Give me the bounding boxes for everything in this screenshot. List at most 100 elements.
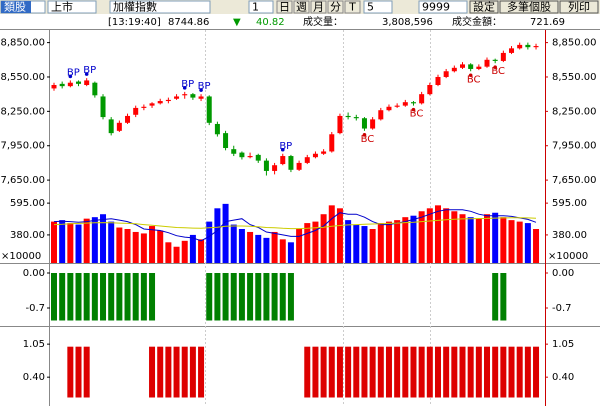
bar	[492, 346, 499, 398]
candle-body	[427, 85, 433, 95]
y-tick-label: 0.00	[23, 268, 45, 279]
bar	[83, 346, 90, 398]
bar	[91, 273, 98, 321]
signal-label: BC	[491, 66, 505, 77]
candle-body	[296, 162, 302, 170]
candle-body	[272, 165, 278, 171]
bar	[361, 346, 368, 398]
bar	[214, 208, 221, 263]
max-count: 9999	[422, 1, 450, 14]
period-count-input[interactable]	[248, 0, 274, 14]
candle-body	[435, 76, 441, 85]
bar	[328, 205, 335, 263]
y-tick-label: 8,850.00	[552, 38, 597, 49]
candle-body	[125, 115, 131, 123]
bar	[508, 220, 515, 263]
signal-dot	[493, 65, 497, 70]
bar	[247, 231, 254, 263]
bar	[508, 346, 515, 398]
period-label: 月	[313, 1, 324, 14]
period-button[interactable]	[344, 0, 361, 14]
bar	[279, 273, 286, 321]
period-button[interactable]	[327, 0, 344, 14]
bar	[516, 346, 523, 398]
bar	[132, 273, 139, 321]
bar	[287, 242, 294, 263]
y-tick-label: -0.7	[552, 303, 572, 314]
quote-amount-label: 成交金額：	[452, 15, 502, 28]
bar	[377, 223, 384, 263]
bar	[198, 239, 205, 263]
signal-label: BC	[410, 109, 424, 120]
bar	[484, 214, 491, 263]
toolbar-button[interactable]	[559, 0, 599, 14]
bar	[500, 346, 507, 398]
bar	[459, 214, 466, 263]
y-unit: ×10000	[548, 251, 588, 262]
signal-label: BP	[181, 79, 194, 90]
candle-body	[337, 115, 343, 134]
period-button[interactable]	[276, 0, 293, 14]
y-tick-label: 7,650.00	[0, 175, 45, 186]
bar	[206, 221, 213, 263]
candle-body	[223, 133, 229, 149]
bar	[238, 229, 245, 263]
y-tick-label: 7,950.00	[0, 141, 45, 152]
bar	[304, 346, 311, 398]
bar	[124, 273, 131, 321]
candle-body	[231, 149, 237, 154]
period-button[interactable]	[310, 0, 327, 14]
period-label: T	[348, 1, 356, 14]
ma-days-input[interactable]	[363, 0, 393, 14]
bar	[181, 240, 188, 263]
bar	[353, 224, 360, 263]
bar	[132, 231, 139, 263]
toolbar-button-label: 列印	[568, 0, 590, 14]
bar	[75, 273, 82, 321]
candle-body	[190, 94, 196, 98]
bar	[426, 346, 433, 398]
index-select[interactable]	[109, 0, 211, 14]
candle-body	[410, 102, 416, 104]
signal-label: BP	[67, 67, 80, 78]
bar	[67, 346, 74, 398]
bar	[287, 273, 294, 321]
candle-body	[149, 103, 155, 106]
y-tick-label: 7,950.00	[552, 141, 597, 152]
bar	[67, 273, 74, 321]
candle-body	[476, 66, 482, 69]
bar	[475, 346, 482, 398]
period-label: 週	[296, 1, 307, 14]
max-count-input[interactable]	[418, 0, 468, 14]
y-tick-label: 8,550.00	[552, 72, 597, 83]
candle-body	[484, 59, 490, 67]
bar	[492, 273, 499, 321]
candle-body	[353, 117, 359, 119]
bar	[263, 273, 270, 321]
toolbar-button[interactable]	[499, 0, 559, 14]
candle-body	[108, 119, 114, 134]
bar	[524, 223, 531, 263]
candle-body	[92, 82, 98, 96]
bar	[255, 234, 262, 263]
bar	[59, 273, 66, 321]
period-button[interactable]	[293, 0, 310, 14]
candle-body	[525, 44, 531, 48]
bar	[255, 273, 262, 321]
bar	[533, 229, 540, 263]
bar	[116, 273, 123, 321]
bar	[402, 346, 409, 398]
quote-amount: 721.69	[530, 17, 565, 28]
quote-change: 40.82	[256, 17, 285, 28]
bar	[75, 224, 82, 263]
toolbar-button[interactable]	[469, 0, 499, 14]
bar	[149, 346, 156, 398]
period-label: 日	[279, 1, 290, 14]
market-type: 類股	[4, 1, 26, 14]
bar	[451, 211, 458, 263]
bar	[165, 242, 172, 263]
market-select[interactable]	[47, 0, 97, 14]
bar	[116, 227, 123, 263]
bar	[533, 346, 540, 398]
bar	[320, 214, 327, 263]
